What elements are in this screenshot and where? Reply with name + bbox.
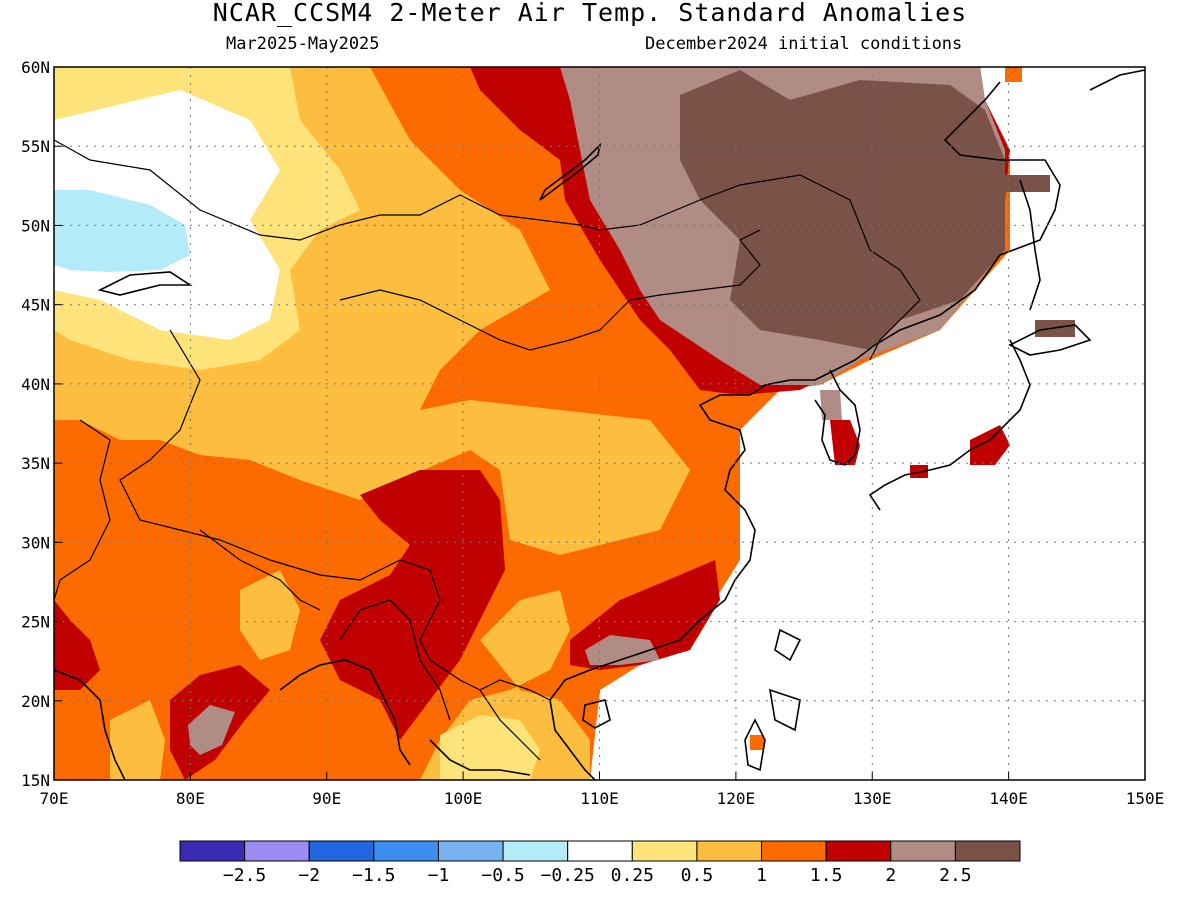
boundary-south-asia [54, 419, 111, 601]
boundary-mongolia-china [339, 229, 761, 351]
lon-tick-label: 80E [176, 789, 205, 808]
colorbar-label: 2.5 [939, 865, 972, 886]
hainan-coastline [582, 699, 611, 729]
longitude-ticks: 70E 80E 90E 100E 110E 120E 130E 140E 150E [40, 772, 1165, 808]
lat-tick-label: 30N [21, 533, 50, 552]
anomaly-region-2-2.5-south-china [585, 635, 660, 665]
boundary-myanmar [339, 599, 451, 721]
anomaly-region-1.5-2-southwest [320, 470, 505, 740]
anomaly-region-above-2.5 [680, 70, 1005, 350]
colorbar-swatch [696, 840, 763, 862]
anomaly-region-2-2.5-india [188, 705, 235, 755]
coastlines [54, 69, 1145, 780]
anomaly-region-1.5-2-japan [970, 425, 1010, 465]
lat-tick-label: 55N [21, 137, 50, 156]
lon-tick-label: 140E [989, 789, 1028, 808]
lon-tick-label: 120E [717, 789, 756, 808]
colorbar-label: 1.5 [810, 865, 843, 886]
boundary-china-west [119, 329, 551, 701]
anomaly-region-1.5-2-korea [830, 420, 860, 465]
anomaly-region-2-2.5-korea [820, 390, 842, 420]
colorbar-swatch [631, 840, 698, 862]
colorbar-swatch [890, 840, 956, 862]
colorbar-label: 0.5 [681, 865, 714, 886]
lon-tick-label: 130E [853, 789, 892, 808]
lat-tick-label: 45N [21, 296, 50, 315]
anomaly-region-1-1.5-far-east [1005, 67, 1022, 82]
anomaly-region-0.5-1-south [240, 570, 300, 660]
taiwan-coastline [744, 718, 766, 772]
boundary-indochina [479, 689, 541, 761]
lat-tick-label: 20N [21, 692, 50, 711]
lat-tick-label: 40N [21, 375, 50, 394]
colorbar-swatch [825, 840, 892, 862]
lat-tick-label: 60N [21, 58, 50, 77]
latitude-ticks: 60N 55N 50N 45N 40N 35N 30N 25N 20N 15N [21, 58, 62, 790]
colorbar-swatch [308, 840, 375, 862]
colorbar-label: 2 [885, 865, 896, 886]
colorbar-label: −0.25 [541, 865, 595, 886]
colorbar-swatch [567, 840, 633, 862]
forecast-period: Mar2025-May2025 [226, 34, 380, 54]
anomaly-field [54, 67, 1145, 780]
philippines-coastline [768, 628, 802, 732]
lon-tick-label: 100E [444, 789, 483, 808]
boundary-russia-kazakhstan [54, 139, 921, 361]
anomaly-region-1-1.5-taiwan [750, 735, 764, 750]
colorbar: −2.5 −2 −1.5 −1 −0.5 −0.25 0.25 0.5 1 1.5 2 2.5 [179, 840, 1021, 886]
lat-tick-label: 35N [21, 454, 50, 473]
colorbar-swatch [373, 840, 439, 862]
chart-title: NCAR_CCSM4 2-Meter Air Temp. Standard An… [212, 0, 968, 27]
lat-tick-label: 25N [21, 613, 50, 632]
colorbar-swatch [244, 840, 310, 862]
hokkaido-coastline [1008, 324, 1092, 356]
anomaly-region-0.25-0.5-indochina [440, 715, 540, 780]
initial-conditions: December2024 initial conditions [645, 34, 963, 54]
country-boundaries [54, 139, 921, 761]
korea-coastline [814, 369, 861, 466]
colorbar-label: 1 [756, 865, 767, 886]
lat-tick-label: 15N [21, 771, 50, 790]
colorbar-label: −2.5 [223, 865, 266, 886]
lon-tick-label: 90E [312, 789, 341, 808]
colorbar-label: −2 [298, 865, 320, 886]
anomaly-region-neg-0.25-0.5 [54, 190, 190, 272]
anomaly-region-2-2.5-sakhalin [1000, 175, 1050, 192]
colorbar-label: −1.5 [352, 865, 395, 886]
lat-tick-label: 50N [21, 216, 50, 235]
anomaly-region-0.5-1-india-south [110, 700, 165, 780]
lon-tick-label: 110E [580, 789, 619, 808]
colorbar-label: −1 [428, 865, 450, 886]
bay-of-bengal-coastline [279, 659, 411, 766]
japan-coastline [868, 339, 1031, 511]
india-coastline [54, 669, 126, 780]
indochina-coastline [429, 739, 531, 776]
sakhalin-coastline [1019, 179, 1041, 311]
lake-baikal [539, 142, 602, 201]
colorbar-label: −0.5 [481, 865, 524, 886]
colorbar-label: 0.25 [611, 865, 654, 886]
boundary-india-nepal [199, 529, 321, 611]
anomaly-region-1.5-2-west [54, 600, 100, 690]
lat-lon-grid [54, 67, 1145, 780]
east-asia-coastline [549, 81, 1061, 780]
colorbar-swatch [502, 840, 569, 862]
colorbar-swatch [954, 840, 1021, 862]
lon-tick-label: 70E [40, 789, 69, 808]
colorbar-swatch [437, 840, 504, 862]
kamchatka-coastline [1089, 69, 1145, 91]
colorbar-swatch [761, 840, 827, 862]
lon-tick-label: 150E [1126, 789, 1165, 808]
colorbar-swatch [179, 840, 246, 862]
